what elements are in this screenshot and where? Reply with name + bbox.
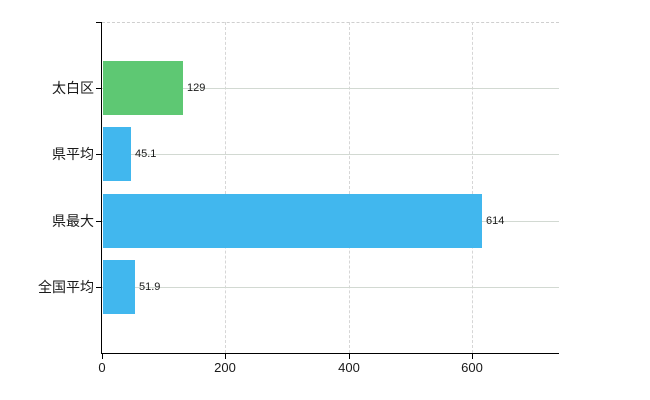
x-axis-line	[101, 353, 559, 354]
gridline-y	[102, 88, 559, 89]
category-label: 全国平均	[38, 279, 94, 295]
value-label: 45.1	[135, 148, 157, 160]
gridline-y	[102, 287, 559, 288]
bar-県最大[interactable]	[103, 194, 482, 248]
category-label: 県最大	[52, 213, 94, 229]
category-label: 太白区	[52, 80, 94, 96]
bar-全国平均[interactable]	[103, 260, 135, 314]
y-axis-top-tick	[96, 22, 102, 23]
x-tick-label: 0	[98, 360, 106, 375]
x-tick-label: 600	[461, 360, 483, 375]
y-tick	[96, 88, 102, 89]
y-axis-line	[101, 22, 102, 354]
x-tick	[225, 354, 226, 359]
x-tick	[472, 354, 473, 359]
x-tick	[349, 354, 350, 359]
gridline-x-600	[472, 22, 474, 353]
y-tick	[96, 287, 102, 288]
x-tick-label: 200	[214, 360, 236, 375]
x-tick	[102, 354, 103, 359]
y-tick	[96, 154, 102, 155]
bar-県平均[interactable]	[103, 127, 131, 181]
gridline-x-200	[225, 22, 227, 353]
value-label: 614	[486, 215, 505, 227]
category-label: 県平均	[52, 146, 94, 162]
bar-太白区[interactable]	[103, 61, 183, 115]
value-label: 129	[187, 82, 206, 94]
gridline-x-400	[348, 22, 350, 353]
gridline-y	[102, 154, 559, 155]
y-tick	[96, 221, 102, 222]
x-tick-label: 400	[338, 360, 360, 375]
value-label: 51.9	[139, 281, 161, 293]
plot-top-border	[102, 22, 559, 23]
